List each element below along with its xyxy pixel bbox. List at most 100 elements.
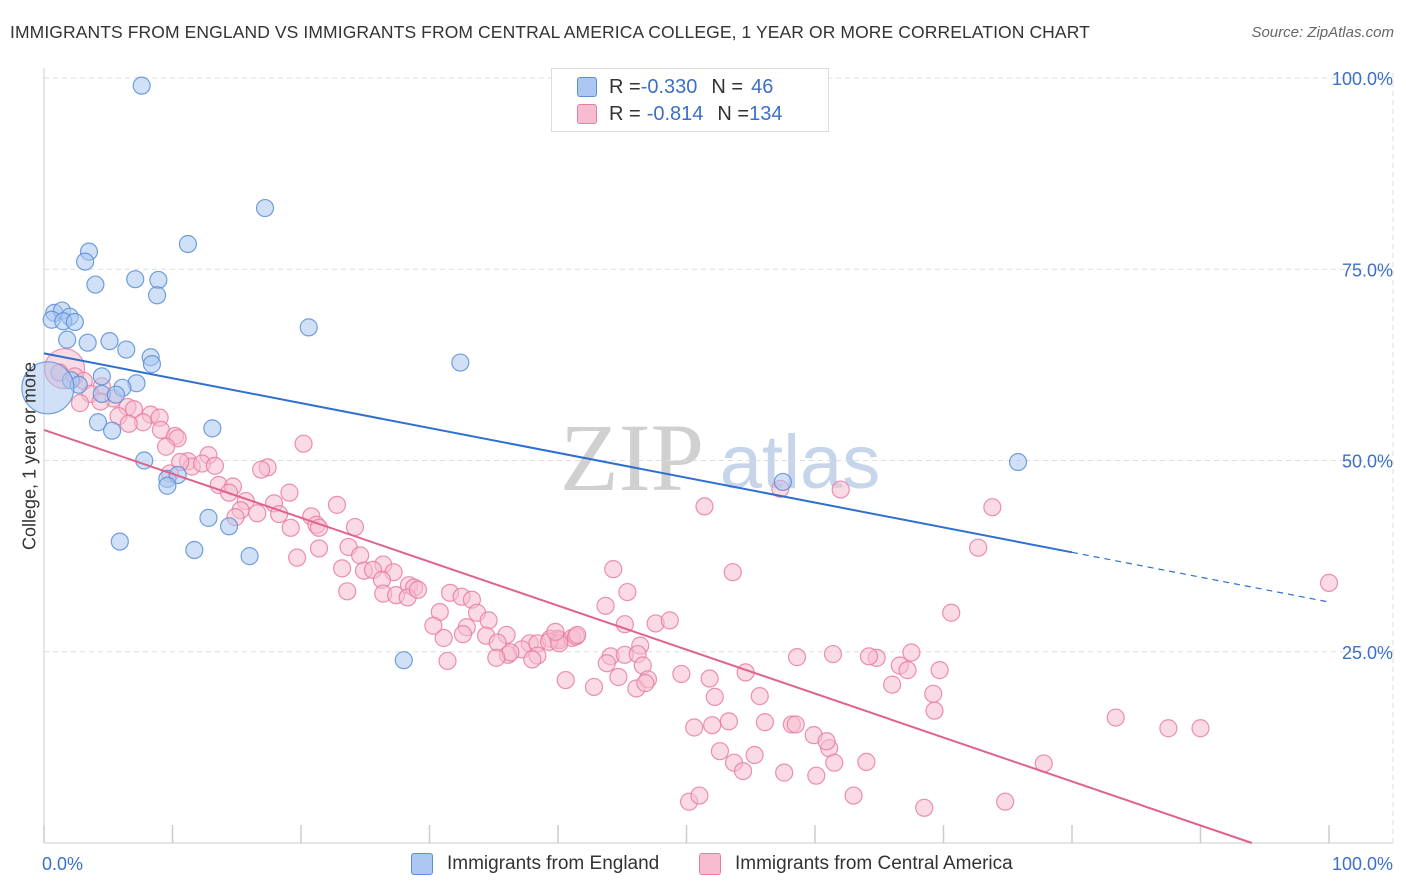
- england-point: [58, 330, 77, 349]
- england-point: [76, 252, 95, 271]
- england-point: [86, 275, 105, 294]
- central-america-point: [248, 504, 267, 523]
- central-america-point: [823, 644, 843, 664]
- y-tick-label: 25.0%: [1342, 643, 1393, 663]
- central-america-point: [925, 701, 944, 720]
- central-america-point: [700, 669, 719, 688]
- chart-source: Source: ZipAtlas.com: [1251, 24, 1394, 41]
- central-america-point: [942, 603, 961, 622]
- england-point: [299, 318, 318, 337]
- central-america-point: [636, 674, 655, 693]
- central-america-point: [705, 687, 724, 706]
- legend-n-label: N =: [717, 102, 750, 125]
- central-america-point: [969, 538, 988, 557]
- central-america-point: [205, 456, 225, 475]
- central-america-point: [844, 786, 863, 805]
- legend-swatch-england: [577, 77, 597, 97]
- legend-r-label: R =: [609, 75, 641, 98]
- central-america-point: [596, 596, 615, 615]
- england-series: [21, 76, 1028, 670]
- england-point: [394, 651, 413, 670]
- england-point: [219, 517, 239, 536]
- central-america-point: [327, 495, 347, 514]
- bottom-legend-central-america: Immigrants from Central America: [699, 851, 1013, 877]
- england-point: [147, 286, 167, 305]
- legend-n-value: 134: [749, 102, 783, 125]
- legend-row-england: R = -0.330 N = 46: [552, 75, 773, 99]
- central-america-point: [857, 752, 876, 772]
- central-america-point: [438, 651, 457, 671]
- central-america-point: [252, 460, 271, 479]
- central-america-point: [733, 761, 753, 781]
- england-point: [106, 385, 126, 404]
- central-america-point: [584, 677, 604, 697]
- central-america-point: [309, 539, 329, 558]
- legend-r-label: R =: [609, 102, 641, 125]
- central-america-point: [750, 687, 769, 706]
- y-tick-label: 100.0%: [1332, 69, 1393, 89]
- central-america-point: [294, 434, 313, 453]
- england-point: [21, 361, 75, 415]
- central-america-point: [902, 643, 921, 662]
- england-point: [158, 476, 177, 495]
- central-america-point: [434, 628, 453, 648]
- y-tick-label: 75.0%: [1342, 260, 1393, 280]
- central-america-point: [898, 661, 917, 680]
- central-america-point: [930, 661, 949, 680]
- central-america-point: [787, 648, 807, 667]
- central-america-point: [487, 648, 506, 667]
- central-america-point: [723, 563, 742, 582]
- central-america-point: [338, 582, 357, 601]
- central-america-point: [660, 611, 679, 630]
- watermark: ZIP atlas: [560, 404, 880, 511]
- england-point: [117, 340, 136, 359]
- central-america-point: [710, 742, 730, 761]
- central-america-point: [523, 650, 542, 669]
- legend-r-value: -0.330: [640, 75, 698, 98]
- central-america-point: [568, 625, 587, 645]
- legend-n-label: N =: [711, 75, 744, 98]
- x-tick-label-min: 0.0%: [42, 854, 83, 874]
- central-america-point: [288, 548, 307, 567]
- legend-row-central-america: R = -0.814 N = 134: [552, 102, 782, 126]
- england-point: [185, 540, 204, 560]
- bottom-legend-label-central-america: Immigrants from Central America: [735, 853, 1013, 874]
- central-america-point: [70, 394, 90, 413]
- england-point: [78, 333, 97, 352]
- central-america-point: [453, 625, 473, 644]
- central-america-point: [882, 675, 902, 694]
- england-point: [65, 312, 84, 332]
- central-america-point: [479, 611, 498, 630]
- central-america-point: [615, 615, 634, 634]
- central-america-point: [825, 753, 844, 772]
- legend-r-value: -0.814: [646, 102, 704, 125]
- central-america-point: [745, 745, 764, 765]
- central-america-point: [703, 716, 722, 735]
- england-point: [92, 367, 111, 386]
- central-america-point: [609, 667, 628, 687]
- legend-swatch-central-america: [577, 104, 597, 124]
- central-america-point: [280, 483, 299, 502]
- central-america-point: [915, 798, 934, 817]
- england-point: [103, 421, 122, 440]
- england-trendline: [43, 352, 1073, 554]
- legend: R = -0.330 N = 46 R = -0.814 N = 134: [551, 68, 829, 132]
- england-point: [126, 270, 145, 289]
- central-america-point: [546, 622, 565, 641]
- england-point: [100, 332, 119, 351]
- y-tick-labels: 25.0% 50.0% 75.0% 100.0%: [1332, 69, 1393, 663]
- chart-title: IMMIGRANTS FROM ENGLAND VS IMMIGRANTS FR…: [10, 22, 1090, 42]
- central-america-point: [996, 792, 1015, 811]
- central-america-point: [1159, 719, 1178, 738]
- england-point: [1008, 452, 1028, 472]
- central-america-point: [1319, 573, 1339, 593]
- bottom-legend-label-england: Immigrants from England: [447, 853, 660, 874]
- england-point: [142, 355, 162, 374]
- england-point: [199, 508, 218, 527]
- central-america-point: [775, 763, 794, 782]
- central-america-point: [424, 616, 443, 635]
- england-point: [88, 413, 108, 432]
- central-america-point: [807, 766, 826, 785]
- england-point: [255, 198, 275, 218]
- central-america-point: [556, 670, 575, 690]
